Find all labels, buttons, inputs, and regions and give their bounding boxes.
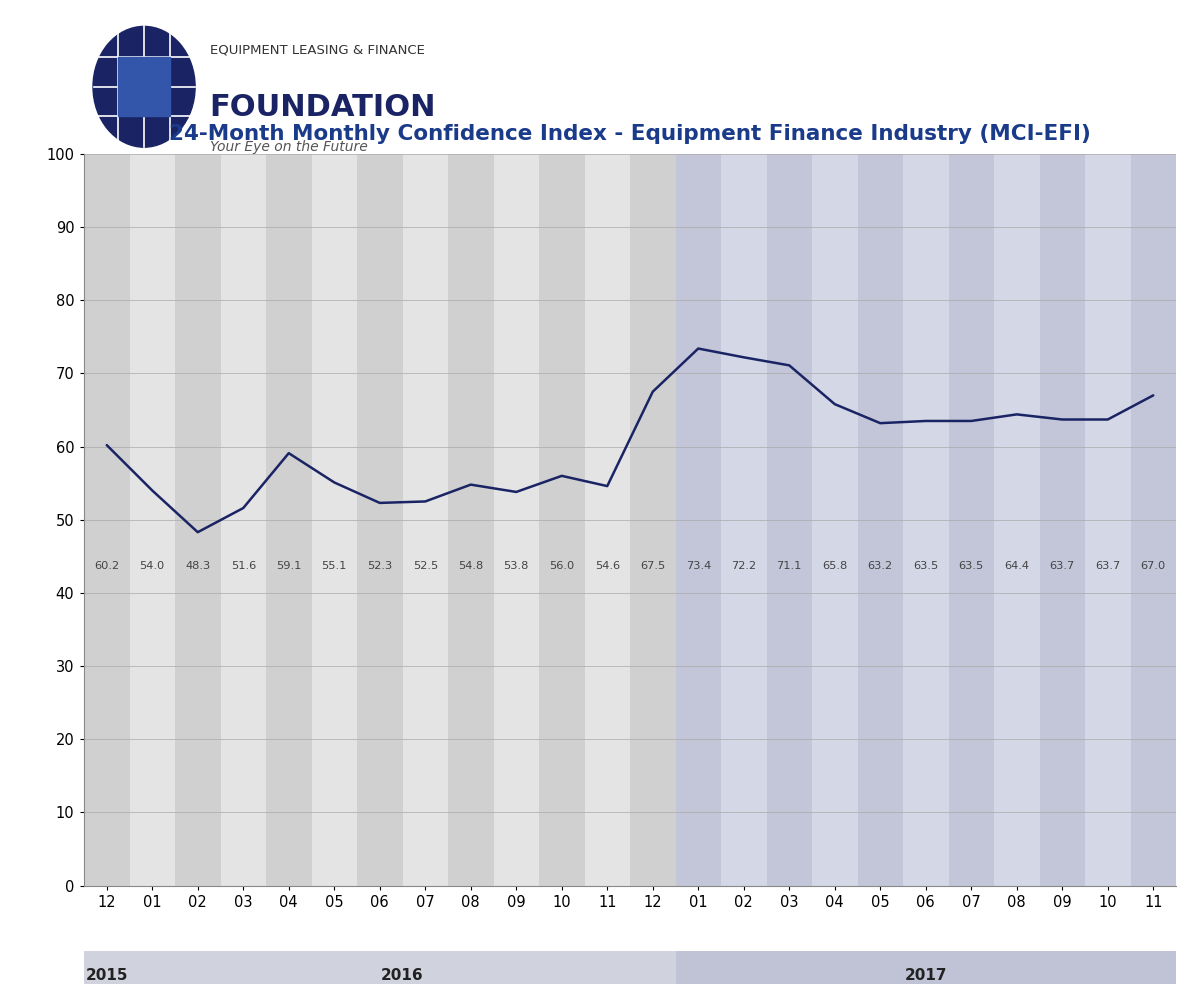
Text: FOUNDATION: FOUNDATION (210, 93, 436, 122)
Bar (130, 154, 175, 886)
Bar (994, 154, 1039, 886)
Bar (858, 154, 904, 886)
Text: 52.3: 52.3 (367, 562, 392, 572)
Text: 2016: 2016 (382, 967, 424, 983)
Bar (584, 154, 630, 886)
Bar (402, 154, 448, 886)
Text: 54.0: 54.0 (139, 562, 164, 572)
Text: 60.2: 60.2 (94, 562, 119, 572)
Bar (175, 154, 221, 886)
Text: 55.1: 55.1 (322, 562, 347, 572)
Bar (130, 952, 676, 984)
Bar (1130, 154, 1176, 886)
Text: 54.8: 54.8 (458, 562, 484, 572)
Text: 65.8: 65.8 (822, 562, 847, 572)
Bar (84, 154, 130, 886)
Bar (904, 154, 948, 886)
Bar (630, 154, 676, 886)
Bar (266, 154, 312, 886)
Bar (539, 154, 584, 886)
Text: 51.6: 51.6 (230, 562, 256, 572)
Bar (812, 154, 858, 886)
Bar (1039, 154, 1085, 886)
Text: 63.7: 63.7 (1096, 562, 1121, 572)
Bar (493, 154, 539, 886)
Bar (358, 154, 402, 886)
Text: 72.2: 72.2 (731, 562, 756, 572)
Bar (948, 154, 994, 886)
Bar (312, 154, 358, 886)
Text: 71.1: 71.1 (776, 562, 802, 572)
Bar (721, 154, 767, 886)
Text: 52.5: 52.5 (413, 562, 438, 572)
Text: 59.1: 59.1 (276, 562, 301, 572)
Bar (1085, 154, 1130, 886)
Text: 48.3: 48.3 (185, 562, 210, 572)
Text: 53.8: 53.8 (504, 562, 529, 572)
Bar (676, 952, 1176, 984)
Text: 56.0: 56.0 (550, 562, 575, 572)
Text: 2015: 2015 (85, 967, 128, 983)
Text: 73.4: 73.4 (685, 562, 710, 572)
Bar (767, 154, 812, 886)
Bar (221, 154, 266, 886)
Title: 24-Month Monthly Confidence Index - Equipment Finance Industry (MCI-EFI): 24-Month Monthly Confidence Index - Equi… (169, 124, 1091, 144)
Text: 67.5: 67.5 (640, 562, 665, 572)
Text: Your Eye on the Future: Your Eye on the Future (210, 140, 367, 154)
Bar (448, 154, 493, 886)
Bar (676, 154, 721, 886)
Text: 63.5: 63.5 (913, 562, 938, 572)
Text: EQUIPMENT LEASING & FINANCE: EQUIPMENT LEASING & FINANCE (210, 44, 425, 57)
Text: 63.7: 63.7 (1050, 562, 1075, 572)
Text: 64.4: 64.4 (1004, 562, 1030, 572)
Text: 63.2: 63.2 (868, 562, 893, 572)
Text: 54.6: 54.6 (595, 562, 620, 572)
Text: 2017: 2017 (905, 967, 947, 983)
Text: 67.0: 67.0 (1141, 562, 1166, 572)
Text: 63.5: 63.5 (959, 562, 984, 572)
Bar (84, 952, 130, 984)
